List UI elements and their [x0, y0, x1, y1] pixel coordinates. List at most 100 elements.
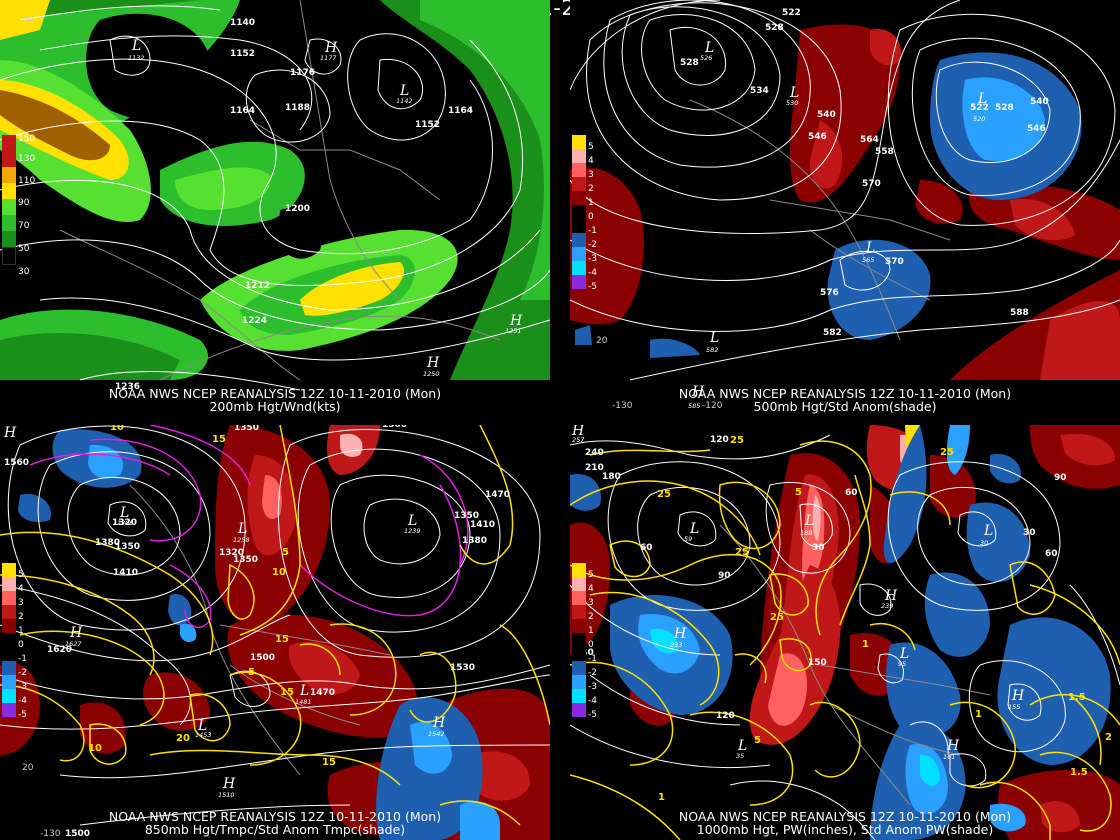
- height-label: 1320: [219, 548, 244, 558]
- scale-label: 2: [588, 184, 594, 194]
- scale-label: 0: [588, 640, 594, 650]
- low-marker: L: [709, 330, 719, 346]
- height-label: 1350: [454, 511, 479, 521]
- low-marker: L: [899, 646, 909, 662]
- height-label: 210: [585, 463, 604, 473]
- scale-swatch: [572, 177, 586, 191]
- panel-500mb: 522 528 528 534 540 546 540 546 564 558 …: [570, 0, 1120, 415]
- scale-label: -1: [18, 654, 27, 664]
- height-label: 558: [875, 147, 894, 157]
- height-label: 1500: [250, 653, 275, 663]
- high-marker: H: [69, 625, 83, 641]
- lon-label: -130: [612, 401, 633, 411]
- scale-swatch: [2, 591, 16, 605]
- scale-label: 4: [588, 584, 594, 594]
- height-label: 1470: [485, 490, 510, 500]
- scale-swatch: [2, 675, 16, 689]
- height-label: 180: [602, 472, 621, 482]
- lat-label: 50: [22, 15, 34, 25]
- height-labels: 1140 1152 1176 1164 1188 1152 1164 1200 …: [115, 18, 473, 392]
- temp-label: 10: [88, 743, 102, 754]
- height-label: 120: [710, 435, 729, 445]
- high-value: 257: [572, 436, 585, 444]
- scale-swatch: [2, 661, 16, 675]
- scale-label: 5: [18, 570, 24, 580]
- scale-label: -2: [588, 240, 597, 250]
- low-value: 1258: [233, 536, 250, 544]
- panel-caption-source: NOAA NWS NCEP REANALYSIS 12Z 10-11-2010 …: [678, 386, 1012, 401]
- high-value: 1250: [423, 370, 440, 378]
- scale-swatch: [2, 167, 16, 183]
- low-value: 526: [700, 54, 712, 62]
- high-marker: H: [571, 425, 585, 439]
- height-label: 1350: [115, 542, 140, 552]
- scale-label: 3: [18, 598, 24, 608]
- height-label: 1530: [450, 663, 475, 673]
- pw-label: 25: [657, 489, 671, 500]
- scale-label: -3: [18, 682, 27, 692]
- height-label: 546: [1027, 124, 1046, 134]
- lat-label: 20: [22, 763, 34, 773]
- pw-contours: [570, 440, 1120, 840]
- map-lines: [689, 99, 951, 341]
- scale-swatch: [2, 135, 16, 151]
- scale-swatch: [572, 233, 586, 247]
- low-marker: L: [299, 683, 309, 699]
- scale-swatch: [2, 215, 16, 231]
- height-label: 1500: [65, 829, 90, 839]
- scale-swatch: [2, 183, 16, 199]
- height-contours: [570, 0, 1120, 381]
- low-value: 565: [862, 256, 874, 264]
- temp-label: 15: [322, 757, 336, 768]
- height-label: 1224: [242, 316, 267, 326]
- low-value: 95: [898, 660, 906, 668]
- height-label: 576: [820, 288, 839, 298]
- scale-label: 5: [588, 570, 594, 580]
- lon-label: -130: [40, 829, 61, 839]
- height-label: 1176: [290, 68, 315, 78]
- panel-1000mb: 240 210 180 120 60 90 60 30 60 90 240 12…: [570, 425, 1120, 840]
- scale-label: 4: [18, 584, 24, 594]
- height-label: 540: [817, 110, 836, 120]
- scale-label: 0: [588, 212, 594, 222]
- height-label: 540: [1030, 97, 1049, 107]
- scale-label: -4: [588, 696, 597, 706]
- height-label: 1350: [234, 425, 259, 433]
- temp-label: 10: [110, 425, 124, 433]
- high-marker: H: [884, 588, 898, 604]
- low-marker: L: [237, 521, 247, 537]
- high-marker: H: [673, 626, 687, 642]
- pw-label: 1: [975, 709, 982, 720]
- low-marker: L: [704, 40, 714, 56]
- scale-label: -5: [588, 282, 597, 292]
- height-label: 1470: [310, 688, 335, 698]
- scale-swatch: [572, 205, 586, 219]
- height-contours: [0, 5, 550, 391]
- lat-label: 20: [596, 336, 608, 346]
- height-contours: [570, 434, 1120, 840]
- scale-label: 3: [588, 598, 594, 608]
- scale-label: 1: [18, 626, 24, 636]
- low-value: 520: [973, 115, 985, 123]
- scale-label: 30: [18, 267, 30, 277]
- pw-label: 25: [940, 447, 954, 458]
- scale-swatch: [2, 689, 16, 703]
- temp-label: 10: [272, 567, 286, 578]
- map-1000mb: 240 210 180 120 60 90 60 30 60 90 240 12…: [570, 425, 1120, 840]
- scale-swatch: [572, 261, 586, 275]
- scale-swatch: [2, 231, 16, 247]
- anomaly-shading: [570, 425, 1120, 840]
- low-value: 30: [980, 539, 988, 547]
- height-label: 534: [750, 86, 769, 96]
- low-marker: L: [789, 85, 799, 101]
- anomaly-shading: [570, 24, 1120, 380]
- scale-label: -1: [588, 226, 597, 236]
- highs-lows: H L 1306 L 1258 L 1239 H 1627 L 1481 L 1…: [3, 425, 446, 799]
- scale-label: -3: [588, 682, 597, 692]
- height-label: 1188: [285, 103, 310, 113]
- scale-label: -4: [588, 268, 597, 278]
- height-label: 564: [860, 135, 879, 145]
- height-label: 1410: [470, 520, 495, 530]
- height-label: 1236: [115, 382, 140, 392]
- scale-label: -1: [588, 654, 597, 664]
